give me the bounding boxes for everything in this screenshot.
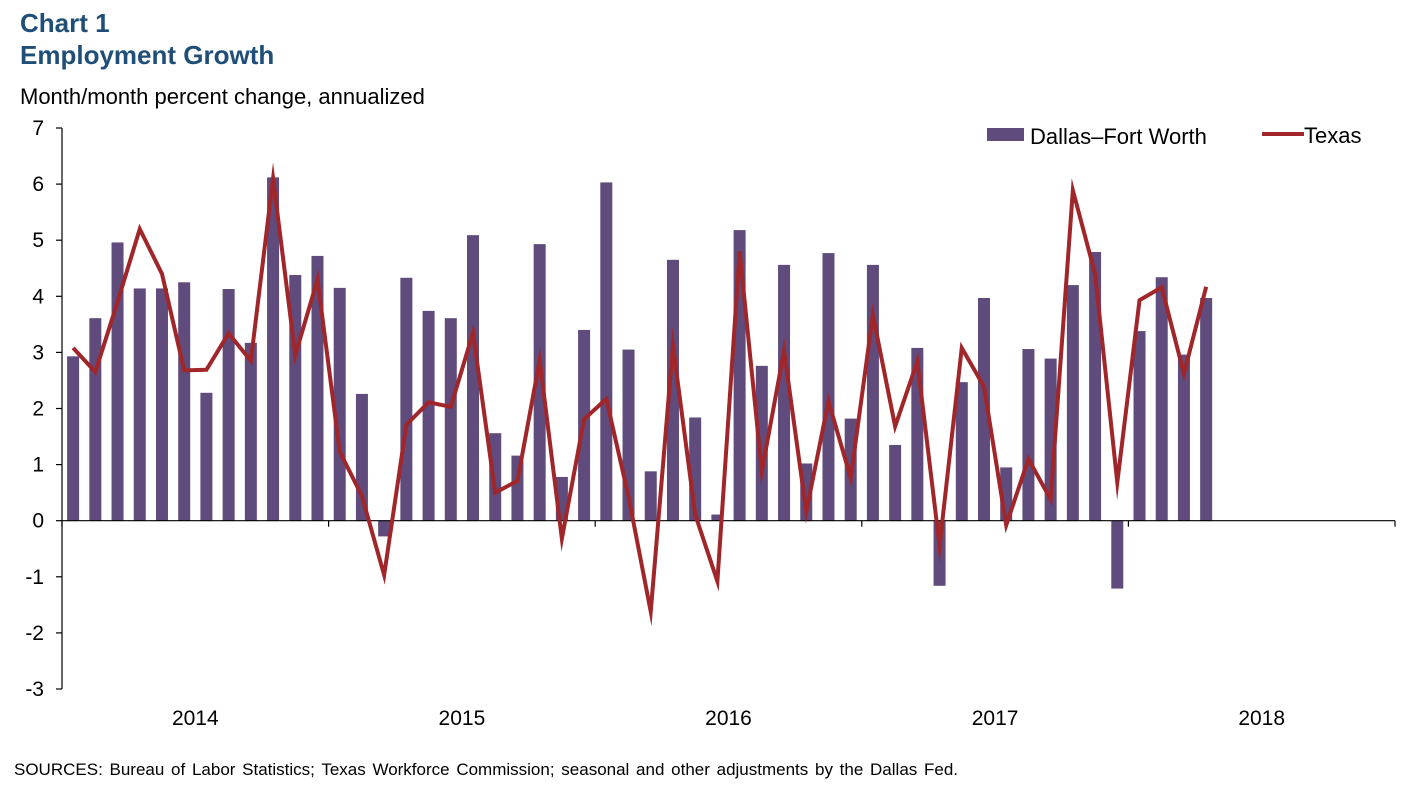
y-tick-label: 6 [32, 173, 44, 196]
y-tick-label: 4 [32, 285, 44, 308]
legend: Dallas–Fort Worth Texas [987, 123, 1361, 149]
dfw-bar [866, 264, 879, 521]
chart-title: Employment Growth [20, 40, 275, 70]
legend-dfw-label: Dallas–Fort Worth [1030, 124, 1207, 149]
x-tick-label: 2016 [705, 707, 752, 730]
source-note: SOURCES: Bureau of Labor Statistics; Tex… [14, 760, 959, 779]
dfw-bar [1155, 277, 1168, 521]
dfw-bar [311, 255, 324, 521]
dfw-bar [400, 277, 413, 521]
dfw-bar [1111, 520, 1124, 589]
x-tick-label: 2017 [972, 707, 1019, 730]
dfw-bar-series [67, 177, 1213, 589]
dfw-bar [155, 288, 168, 521]
dfw-bar [267, 177, 280, 521]
chart-number: Chart 1 [20, 8, 110, 38]
legend-texas-label: Texas [1304, 123, 1361, 148]
y-tick-label: 5 [32, 229, 44, 252]
dfw-bar [666, 259, 679, 521]
dfw-bar [1133, 331, 1146, 521]
dfw-bar [1200, 297, 1213, 521]
dfw-bar [955, 382, 968, 521]
dfw-bar [222, 289, 235, 521]
dfw-bar [444, 318, 457, 521]
dfw-bar [133, 288, 146, 521]
y-tick-label: 2 [32, 398, 44, 421]
y-tick-label: 0 [32, 510, 44, 533]
x-tick-label: 2018 [1238, 707, 1285, 730]
dfw-bar [467, 235, 480, 521]
texas-line-series [71, 162, 1209, 627]
y-tick-label: -1 [25, 566, 44, 589]
dfw-bar [889, 444, 902, 521]
dfw-bar [244, 342, 257, 521]
dfw-bar [422, 310, 435, 521]
dfw-bar [778, 264, 791, 521]
dfw-bar [1177, 354, 1190, 521]
y-tick-label: 1 [32, 454, 44, 477]
y-tick-label: -3 [25, 678, 44, 701]
dfw-bar [755, 365, 768, 521]
dfw-bar [711, 514, 724, 521]
y-tick-label: 7 [32, 117, 44, 140]
y-tick-label: -2 [25, 622, 44, 645]
dfw-bar [67, 356, 80, 521]
dfw-bar [333, 287, 346, 521]
dfw-bar [644, 471, 657, 521]
dfw-bar [977, 297, 990, 521]
legend-dfw-swatch [987, 128, 1024, 141]
y-tick-label: 3 [32, 341, 44, 364]
dfw-bar [600, 182, 613, 521]
dfw-bar [533, 244, 546, 521]
dfw-bar [200, 392, 213, 521]
dfw-bar [89, 318, 102, 521]
employment-growth-chart: -3 -2 -1 0 1 2 3 4 5 6 7 2014 2015 2016 2017 2018 Dalla… [25, 117, 1396, 730]
dfw-bar [822, 253, 835, 521]
dfw-bar [378, 520, 391, 537]
x-tick-label: 2014 [172, 707, 219, 730]
dfw-bar [489, 433, 502, 521]
dfw-bar [1022, 349, 1035, 521]
y-axis-units-label: Month/month percent change, annualized [20, 84, 425, 109]
dfw-bar [178, 282, 191, 521]
texas-line [71, 162, 1209, 627]
x-tick-label: 2015 [439, 707, 486, 730]
dfw-bar [1066, 285, 1079, 521]
axes: -3 -2 -1 0 1 2 3 4 5 6 7 2014 2015 2016 2017 2018 [25, 117, 1396, 730]
